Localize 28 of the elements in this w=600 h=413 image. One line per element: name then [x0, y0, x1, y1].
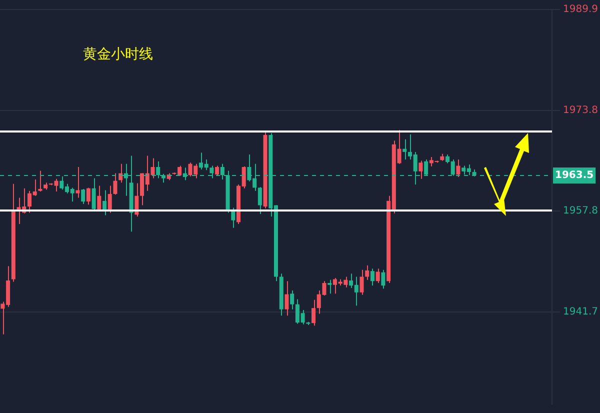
- candlestick: [456, 158, 460, 178]
- y-tick-label: 1989.9: [563, 4, 598, 16]
- candlestick: [376, 268, 380, 284]
- candlestick: [215, 165, 220, 176]
- candlestick: [231, 207, 236, 228]
- candlestick: [360, 269, 364, 296]
- candlestick: [38, 170, 42, 192]
- candlestick: [76, 166, 80, 198]
- y-tick-label: 1941.7: [563, 306, 598, 318]
- candlestick: [113, 172, 118, 196]
- y-tick-label: 1957.8: [563, 205, 598, 216]
- candlestick: [381, 269, 386, 290]
- candlestick: [312, 299, 316, 326]
- candlestick: [258, 186, 262, 215]
- candlestick: [365, 264, 370, 280]
- candlestick: [370, 268, 374, 286]
- candlestick: [402, 138, 407, 160]
- candlestick: [97, 185, 102, 211]
- candlestick: [290, 290, 294, 310]
- candlestick: [284, 280, 289, 316]
- candlestick: [86, 187, 90, 206]
- y-tick-label: 1973.8: [563, 105, 598, 116]
- candlestick: [81, 188, 86, 204]
- ref-line-label: 1963.5: [555, 170, 594, 182]
- candlestick: [328, 279, 332, 294]
- candlestick: [92, 178, 96, 211]
- candlestick: [418, 160, 423, 180]
- text: 黄金小时线: [82, 46, 153, 63]
